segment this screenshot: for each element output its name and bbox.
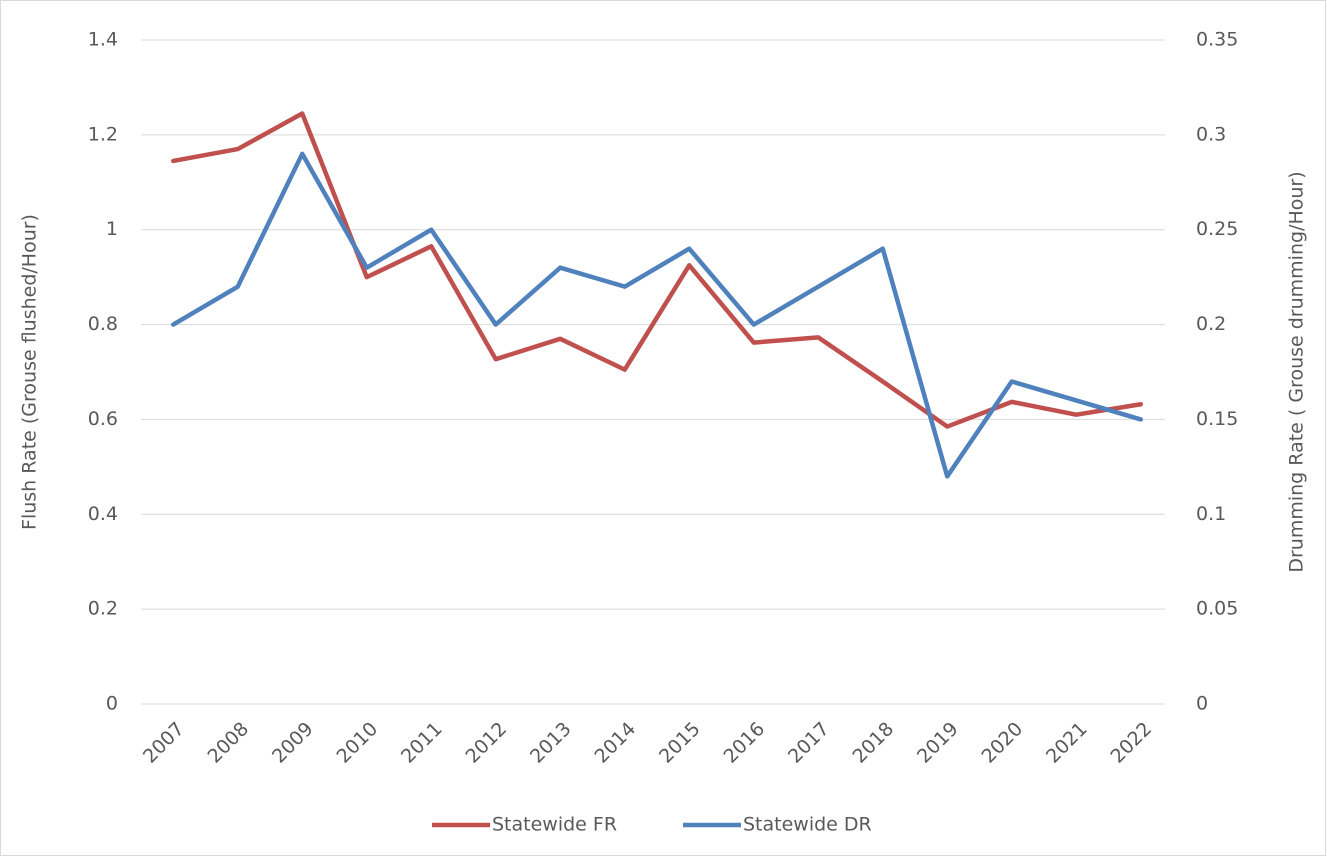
y-tick-label: 0	[106, 693, 118, 715]
y2-tick-label: 0.15	[1196, 408, 1238, 430]
y2-tick-label: 0.2	[1196, 313, 1226, 335]
y2-axis-title: Drumming Rate ( Grouse drumming/Hour)	[1286, 171, 1308, 572]
y-tick-label: 0.2	[88, 598, 118, 620]
y2-tick-label: 0.05	[1196, 598, 1238, 620]
y-axis-title: Flush Rate (Grouse flushed/Hour)	[19, 214, 41, 530]
legend-label: Statewide FR	[492, 814, 617, 836]
series-line	[171, 151, 1143, 479]
y-tick-label: 0.4	[88, 503, 118, 525]
y-tick-label: 1.4	[88, 29, 118, 51]
y2-tick-label: 0	[1196, 693, 1208, 715]
y-tick-label: 0.6	[88, 408, 118, 430]
legend-label: Statewide DR	[743, 814, 872, 836]
series-line	[171, 111, 1143, 429]
y2-tick-label: 0.1	[1196, 503, 1226, 525]
y-tick-label: 1.2	[88, 123, 118, 145]
y2-tick-label: 0.3	[1196, 123, 1226, 145]
y-tick-label: 1	[106, 218, 118, 240]
y-tick-label: 0.8	[88, 313, 118, 335]
y2-tick-label: 0.35	[1196, 29, 1238, 51]
y2-tick-label: 0.25	[1196, 218, 1238, 240]
